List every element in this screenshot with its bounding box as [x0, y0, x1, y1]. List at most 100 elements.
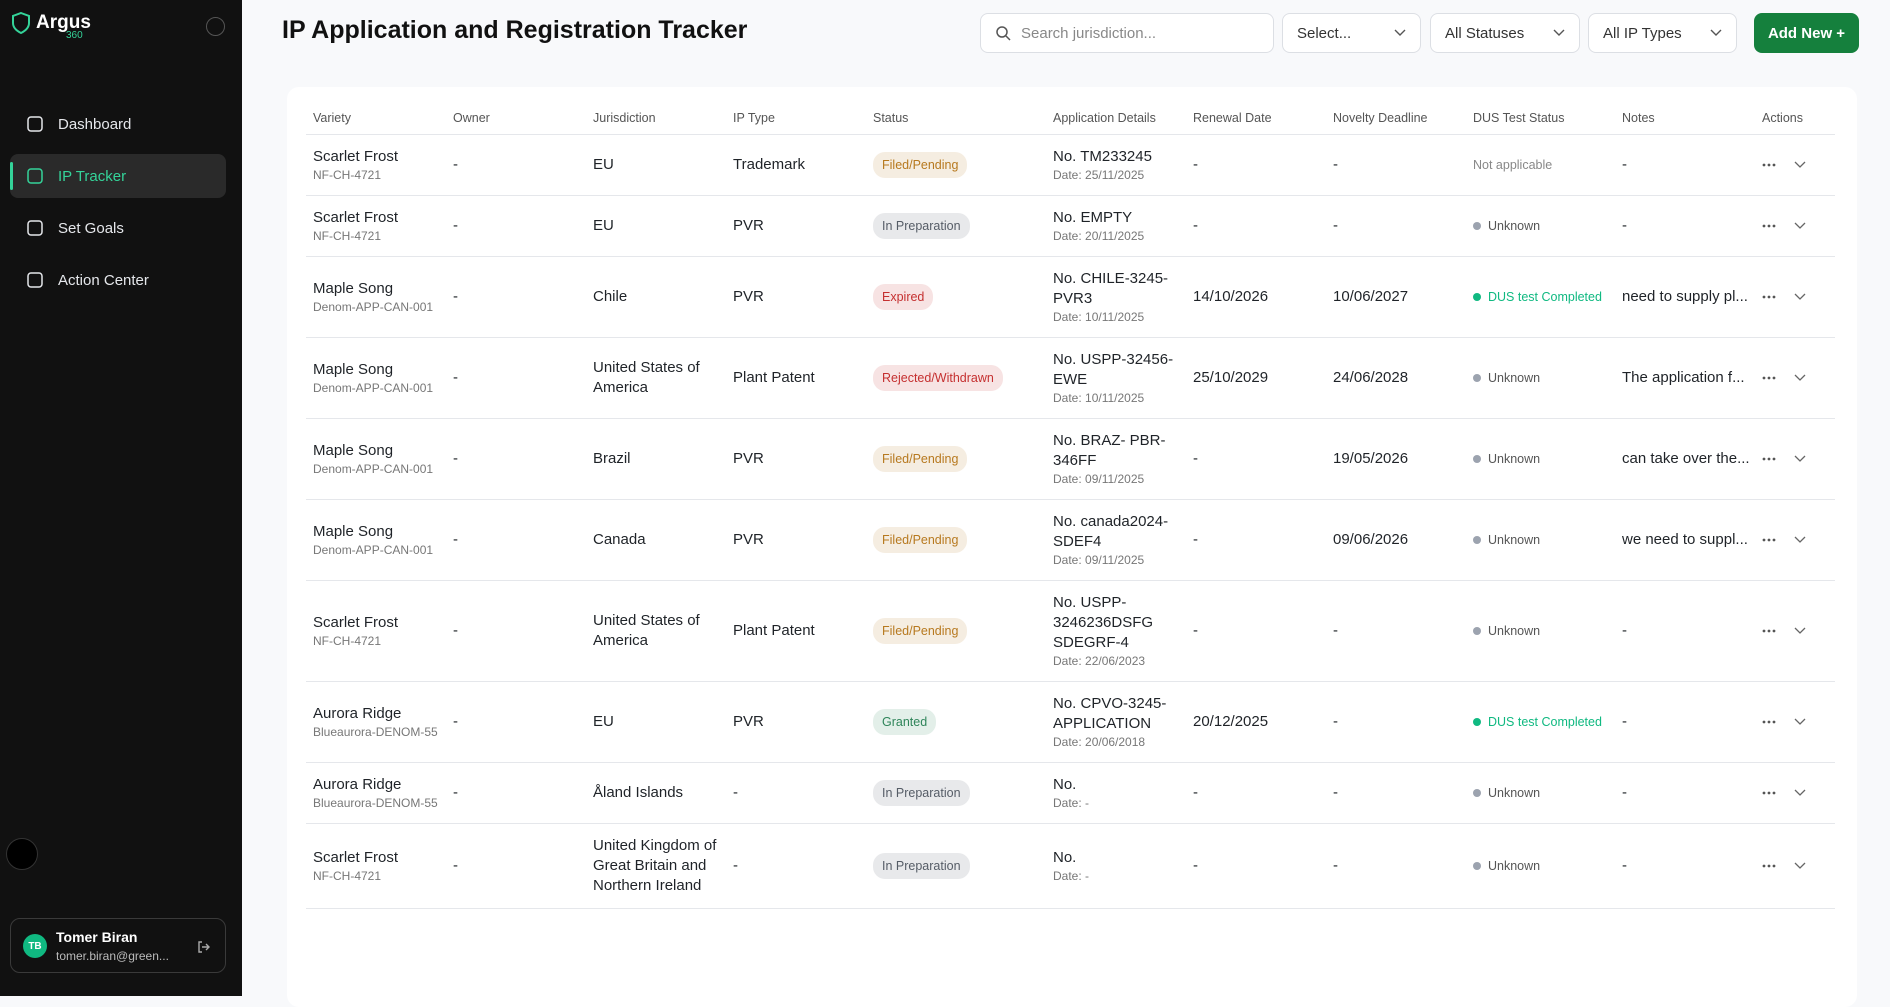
logout-icon[interactable] — [197, 940, 211, 954]
expand-button[interactable] — [1794, 536, 1806, 544]
expand-button[interactable] — [1794, 222, 1806, 230]
filter-select[interactable]: Select... — [1282, 13, 1421, 53]
filter-select[interactable]: All Statuses — [1430, 13, 1580, 53]
user-card[interactable]: TB Tomer Biran tomer.biran@green... — [10, 918, 226, 973]
table-row[interactable]: Maple Song Denom-APP-CAN-001- Canada PVR Fil… — [306, 499, 1835, 581]
more-button[interactable] — [1762, 720, 1776, 724]
dus-dot — [1473, 626, 1481, 635]
expand-button[interactable] — [1794, 718, 1806, 726]
table-row[interactable]: Scarlet Frost NF-CH-4721- EU Trademark Filed… — [306, 134, 1835, 196]
dus-label: Unknown — [1488, 451, 1541, 466]
search-input[interactable]: Search jurisdiction... — [980, 13, 1274, 53]
jurisdiction-cell: Chile — [586, 256, 726, 338]
dus-cell: Unknown — [1466, 762, 1615, 824]
ip-type-cell: Trademark — [726, 134, 866, 196]
application-cell: No. CHILE-3245-PVR3 Date: 10/11/2025 — [1046, 256, 1186, 338]
table-row[interactable]: Scarlet Frost NF-CH-4721- United Kingdom o… — [306, 823, 1835, 909]
filter-label: All Statuses — [1445, 24, 1525, 42]
table-row[interactable]: Aurora Ridge Blueaurora-DENOM-55- EU PVR Gra… — [306, 681, 1835, 763]
table-row[interactable]: Maple Song Denom-APP-CAN-001- Chile PVR Expi… — [306, 256, 1835, 338]
renewal-cell: - — [1186, 418, 1326, 500]
dus-label: DUS test Completed — [1488, 714, 1602, 729]
dus-dot — [1473, 788, 1481, 797]
actions-cell — [1755, 681, 1835, 763]
dus-status: Unknown — [1473, 856, 1607, 876]
actions — [1762, 536, 1827, 544]
notes-cell: - — [1615, 681, 1755, 763]
add-button[interactable]: Add New + — [1754, 13, 1859, 53]
expand-button[interactable] — [1794, 374, 1806, 382]
nav-item[interactable]: Dashboard — [10, 102, 226, 146]
collapse-button[interactable] — [206, 17, 225, 36]
table-row[interactable]: Maple Song Denom-APP-CAN-001- Brazil PVR Fil… — [306, 418, 1835, 500]
jurisdiction-cell: Brazil — [586, 418, 726, 500]
more-button[interactable] — [1762, 163, 1776, 167]
owner-cell: - — [446, 580, 586, 682]
notes-cell: - — [1615, 580, 1755, 682]
more-button[interactable] — [1762, 295, 1776, 299]
search-placeholder: Search jurisdiction... — [1021, 24, 1157, 42]
application-cell: No. Date: - — [1046, 823, 1186, 909]
dus-status: Unknown — [1473, 621, 1607, 641]
application-cell: No. USPP-32456-EWE Date: 10/11/2025 — [1046, 337, 1186, 419]
dus-dot — [1473, 454, 1481, 463]
column-header: Owner — [446, 87, 586, 135]
ip-type-cell: Plant Patent — [726, 337, 866, 419]
status-pill: Filed/Pending — [873, 151, 968, 178]
more-button[interactable] — [1762, 538, 1776, 542]
nav-label: Dashboard — [58, 115, 132, 133]
dus-cell: Unknown — [1466, 580, 1615, 682]
table-row[interactable]: Scarlet Frost NF-CH-4721- United States of… — [306, 580, 1835, 682]
more-button[interactable] — [1762, 224, 1776, 228]
variety-cell: Scarlet Frost NF-CH-4721 — [306, 134, 446, 196]
table-row[interactable]: Scarlet Frost NF-CH-4721- EU PVR In Preparat… — [306, 195, 1835, 257]
application-number: No. EMPTY — [1053, 208, 1133, 226]
more-button[interactable] — [1762, 376, 1776, 380]
more-button[interactable] — [1762, 791, 1776, 795]
menu-button[interactable] — [6, 838, 38, 870]
application-date: Date: 22/06/2023 — [1053, 653, 1146, 668]
owner-cell: - — [446, 681, 586, 763]
filter-select[interactable]: All IP Types — [1588, 13, 1737, 53]
variety-name: Aurora Ridge — [313, 704, 402, 722]
sidebar: Argus 360 Dashboard IP Tracker Set Goals Ac… — [0, 0, 242, 996]
expand-button[interactable] — [1794, 862, 1806, 870]
more-button[interactable] — [1762, 457, 1776, 461]
expand-button[interactable] — [1794, 161, 1806, 169]
ip-type-cell: Plant Patent — [726, 580, 866, 682]
status-pill: In Preparation — [873, 212, 970, 239]
dus-label: Unknown — [1488, 218, 1541, 233]
nav-item[interactable]: IP Tracker — [10, 154, 226, 198]
expand-button[interactable] — [1794, 627, 1806, 635]
nav-item[interactable]: Action Center — [10, 258, 226, 302]
variety-code: NF-CH-4721 — [313, 228, 382, 243]
jurisdiction-cell: United States of America — [586, 580, 726, 682]
column-header: DUS Test Status — [1466, 87, 1615, 135]
application-number: No. BRAZ- PBR-346FF — [1053, 431, 1166, 469]
chevron — [1710, 29, 1722, 36]
table-row[interactable]: Aurora Ridge Blueaurora-DENOM-55- Åland Is… — [306, 762, 1835, 824]
actions — [1762, 161, 1827, 169]
variety-code: NF-CH-4721 — [313, 167, 382, 182]
owner-cell: - — [446, 195, 586, 257]
variety-name: Scarlet Frost — [313, 613, 399, 631]
expand-button[interactable] — [1794, 789, 1806, 797]
jurisdiction-cell: EU — [586, 681, 726, 763]
application-date: Date: 20/06/2018 — [1053, 734, 1146, 749]
nav-label: Set Goals — [58, 219, 124, 237]
expand-button[interactable] — [1794, 455, 1806, 463]
actions — [1762, 222, 1827, 230]
table-row[interactable]: Maple Song Denom-APP-CAN-001- United State… — [306, 337, 1835, 419]
nav-item[interactable]: Set Goals — [10, 206, 226, 250]
more-button[interactable] — [1762, 864, 1776, 868]
nav-icon — [27, 272, 43, 288]
application-date: Date: - — [1053, 795, 1090, 810]
expand-button[interactable] — [1794, 293, 1806, 301]
variety-cell: Maple Song Denom-APP-CAN-001 — [306, 337, 446, 419]
owner-cell: - — [446, 418, 586, 500]
status-cell: In Preparation — [866, 823, 1046, 909]
variety-name: Scarlet Frost — [313, 848, 399, 866]
more-button[interactable] — [1762, 629, 1776, 633]
logo-icon — [12, 12, 30, 34]
variety-cell: Maple Song Denom-APP-CAN-001 — [306, 418, 446, 500]
